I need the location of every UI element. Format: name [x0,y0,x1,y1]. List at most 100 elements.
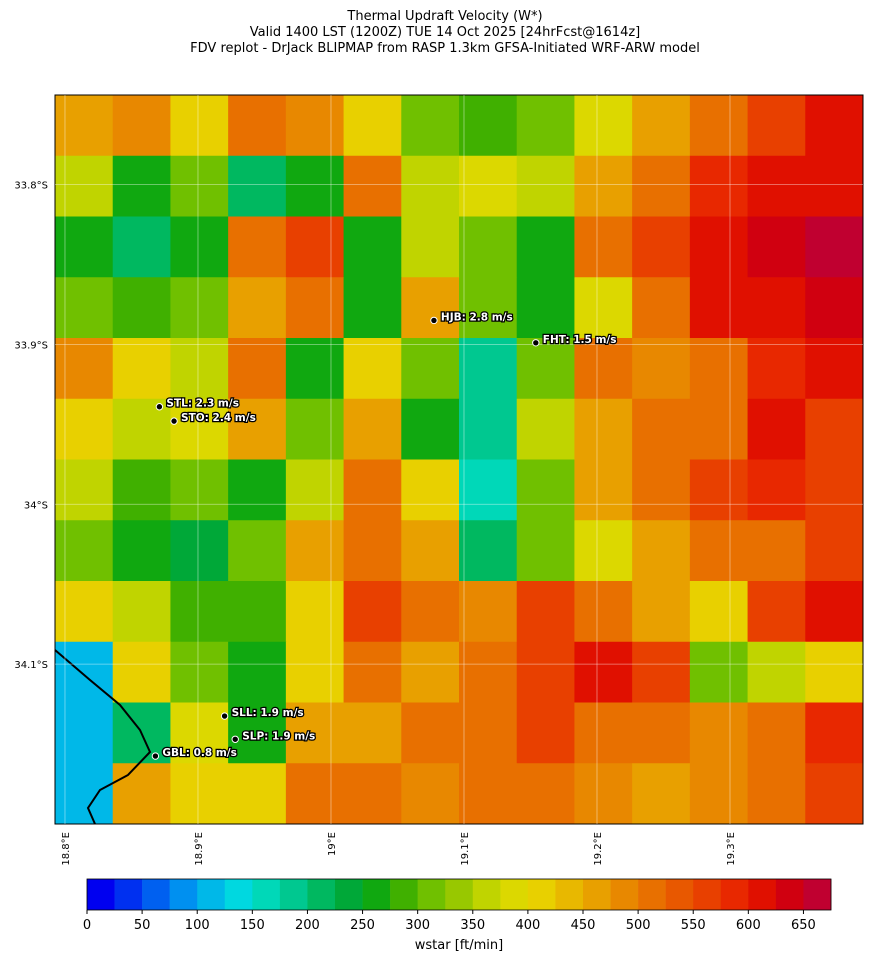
cell [574,581,633,643]
cell [112,459,171,521]
cell [747,581,806,643]
colorbar-tick-label: 350 [460,918,485,933]
colorbar-segment [252,879,281,910]
cell [805,398,864,460]
cell [689,95,749,157]
cell [170,520,229,582]
colorbar-segment [720,879,749,910]
station-label: STL: 2.3 m/s [166,398,239,410]
colorbar-segment [114,879,143,910]
cell [805,216,864,278]
cell [170,216,229,278]
cell [632,277,691,339]
cell [632,702,691,764]
cell [343,763,402,825]
cell [805,520,864,582]
cell [228,641,287,703]
cell [689,520,749,582]
colorbar-tick-label: 600 [736,918,761,933]
cell [343,95,402,157]
cell [55,155,114,217]
cell [112,520,171,582]
cell [747,763,806,825]
colorbar-segment [555,879,584,910]
cell [285,398,345,460]
cell [516,763,575,825]
colorbar-segment [445,879,474,910]
y-tick-label: 34°S [24,500,48,511]
cell [285,155,345,217]
cell [228,702,287,764]
cell [516,155,575,217]
colorbar-tick-label: 50 [134,918,151,933]
colorbar-tick-label: 100 [185,918,210,933]
cell [285,277,345,339]
colorbar-segment [775,879,804,910]
x-tick-label: 19.2°E [593,832,604,866]
cell [401,338,460,400]
heatmap [55,95,864,825]
cell [632,398,691,460]
colorbar-tick-label: 0 [83,918,91,933]
cell [747,338,806,400]
cell [401,95,460,157]
cell [632,216,691,278]
cell [747,216,806,278]
cell [747,520,806,582]
cell [55,277,114,339]
cell [401,459,460,521]
colorbar-tick-label: 450 [571,918,596,933]
cell [285,338,345,400]
station-marker [151,752,160,760]
cell [805,763,864,825]
cell [170,763,229,825]
cell [285,641,345,703]
cell [805,338,864,400]
cell [632,520,691,582]
cell [574,702,633,764]
cell [459,277,518,339]
cell [55,459,114,521]
cell [689,459,749,521]
cell [170,95,229,157]
cell [747,702,806,764]
cell [805,95,864,157]
colorbar-segment [362,879,391,910]
cell [112,581,171,643]
colorbar-segment [693,879,722,910]
cell [112,155,171,217]
colorbar-tick-label: 650 [791,918,816,933]
cell [228,338,287,400]
cell [516,520,575,582]
cell [112,641,171,703]
cell [805,277,864,339]
colorbar-segment [583,879,611,910]
cell [228,95,287,157]
cell [170,702,229,764]
cell [459,459,518,521]
cell [574,641,633,703]
colorbar-segment [390,879,418,910]
colorbar-tick-label: 500 [626,918,651,933]
cell [55,641,114,703]
cell [747,95,806,157]
cell [401,277,460,339]
cell [574,95,633,157]
cell [632,338,691,400]
colorbar-segment [169,879,198,910]
x-tick-label: 19.1°E [460,832,471,866]
colorbar-frame [86,878,832,911]
cell [632,581,691,643]
cell [459,338,518,400]
cell [689,338,749,400]
cell [112,95,171,157]
cell [632,459,691,521]
colorbar-tick-label: 550 [681,918,706,933]
cell [112,763,171,825]
y-tick-label: 33.9°S [14,340,48,351]
x-tick-label: 18.9°E [194,832,205,866]
colorbar-segment [665,879,694,910]
cell [401,702,460,764]
x-tick-label: 19°E [327,832,338,856]
